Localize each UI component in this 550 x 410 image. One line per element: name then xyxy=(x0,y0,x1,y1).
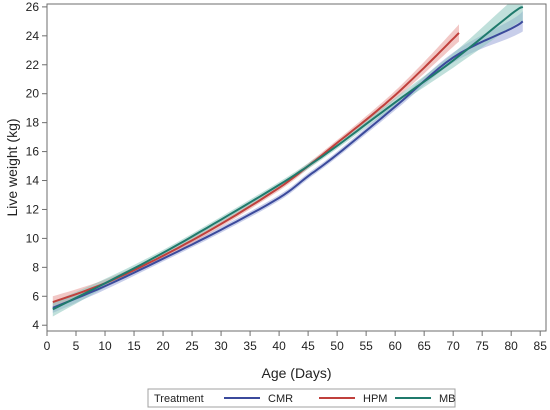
series-lines xyxy=(52,6,524,311)
x-tick-label: 45 xyxy=(301,339,315,353)
x-tick-label: 35 xyxy=(243,339,257,353)
y-tick-label: 26 xyxy=(26,0,40,14)
x-tick-label: 15 xyxy=(127,339,141,353)
x-axis: 0 5 10 15 20 25 30 35 40 45 50 55 60 65 70 75 80 85 xyxy=(44,331,548,353)
y-tick-label: 12 xyxy=(26,202,40,216)
confidence-bands xyxy=(52,4,523,317)
x-tick-label: 30 xyxy=(214,339,228,353)
line-cmr xyxy=(52,20,524,309)
legend-title: Treatment xyxy=(154,393,204,405)
x-tick-label: 75 xyxy=(475,339,489,353)
x-tick-label: 65 xyxy=(417,339,431,353)
x-tick-label: 60 xyxy=(388,339,402,353)
legend-label-mb: MB xyxy=(439,393,456,405)
line-mb xyxy=(52,6,524,311)
x-tick-label: 5 xyxy=(73,339,80,353)
x-tick-label: 55 xyxy=(359,339,373,353)
x-tick-label: 85 xyxy=(534,339,548,353)
y-axis: 4 6 8 10 12 14 16 18 20 22 24 26 xyxy=(26,0,47,332)
x-tick-label: 20 xyxy=(156,339,170,353)
y-tick-label: 8 xyxy=(32,260,39,274)
y-tick-label: 6 xyxy=(32,289,39,303)
legend: Treatment CMR HPM MB xyxy=(147,388,456,408)
y-tick-label: 14 xyxy=(26,174,40,188)
y-tick-label: 20 xyxy=(26,87,40,101)
x-axis-title: Age (Days) xyxy=(261,365,331,381)
x-tick-label: 0 xyxy=(44,339,51,353)
x-tick-label: 40 xyxy=(272,339,286,353)
band-hpm xyxy=(52,24,460,308)
y-tick-label: 4 xyxy=(32,318,39,332)
y-tick-label: 16 xyxy=(26,145,40,159)
y-tick-label: 24 xyxy=(26,29,40,43)
x-tick-label: 50 xyxy=(330,339,344,353)
y-tick-label: 10 xyxy=(26,231,40,245)
x-tick-label: 25 xyxy=(185,339,199,353)
x-tick-label: 70 xyxy=(446,339,460,353)
legend-label-cmr: CMR xyxy=(268,393,293,405)
y-axis-title: Live weight (kg) xyxy=(4,118,20,216)
legend-label-hpm: HPM xyxy=(363,393,387,405)
x-tick-label: 80 xyxy=(505,339,519,353)
y-tick-label: 18 xyxy=(26,116,40,130)
x-tick-label: 10 xyxy=(98,339,112,353)
legend-box xyxy=(147,388,456,408)
y-tick-label: 22 xyxy=(26,58,40,72)
plot-frame xyxy=(46,3,547,332)
line-hpm xyxy=(52,32,460,304)
